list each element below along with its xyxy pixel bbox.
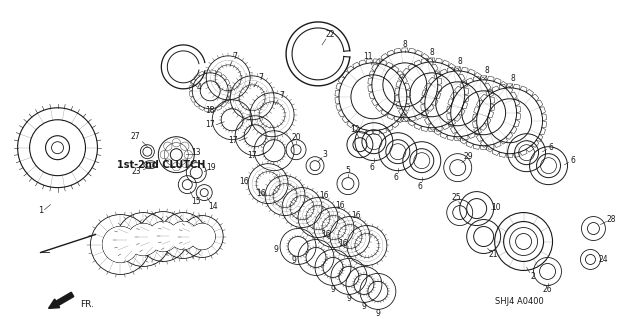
Text: 25: 25 — [452, 193, 461, 202]
Text: 6: 6 — [394, 173, 398, 182]
Text: 12: 12 — [350, 125, 360, 134]
Text: FR.: FR. — [81, 300, 94, 309]
Text: 6: 6 — [417, 182, 422, 191]
Text: 27: 27 — [131, 132, 140, 141]
Text: 16: 16 — [321, 230, 331, 239]
Circle shape — [170, 222, 197, 249]
Text: 4: 4 — [197, 83, 202, 92]
Text: 7: 7 — [233, 52, 237, 61]
Text: 17: 17 — [247, 151, 257, 160]
Text: 29: 29 — [464, 152, 474, 161]
Text: 23: 23 — [132, 167, 141, 176]
Text: 21: 21 — [489, 250, 499, 259]
Text: 8: 8 — [458, 57, 462, 66]
Text: 2: 2 — [530, 272, 535, 281]
Text: 16: 16 — [319, 191, 329, 200]
Circle shape — [148, 222, 179, 251]
FancyArrow shape — [49, 292, 74, 308]
Text: 13: 13 — [191, 148, 201, 157]
Text: 17: 17 — [228, 136, 238, 145]
Text: 16: 16 — [256, 189, 266, 198]
Text: 5: 5 — [346, 166, 350, 175]
Text: 9: 9 — [376, 309, 380, 318]
Text: 16: 16 — [239, 177, 249, 186]
Text: 18: 18 — [205, 106, 215, 115]
Text: 9: 9 — [292, 256, 296, 265]
Text: 16: 16 — [338, 239, 348, 248]
Text: 7: 7 — [259, 73, 264, 82]
Text: 1: 1 — [38, 206, 43, 215]
Circle shape — [102, 226, 138, 263]
Text: 10: 10 — [491, 203, 500, 212]
Text: 8: 8 — [510, 74, 515, 83]
Text: 6: 6 — [369, 163, 374, 172]
Text: 7: 7 — [280, 91, 285, 100]
Text: 19: 19 — [207, 163, 216, 172]
Text: 8: 8 — [403, 41, 407, 49]
Text: 11: 11 — [363, 52, 372, 61]
Text: 26: 26 — [543, 285, 552, 294]
Text: 14: 14 — [209, 202, 218, 211]
Text: 16: 16 — [335, 201, 345, 210]
Text: 9: 9 — [274, 245, 278, 254]
Text: 8: 8 — [484, 66, 489, 75]
Text: 1st-2nd CLUTCH: 1st-2nd CLUTCH — [117, 160, 206, 170]
Circle shape — [127, 224, 159, 256]
Text: 28: 28 — [607, 215, 616, 224]
Text: 3: 3 — [323, 150, 328, 159]
Text: 20: 20 — [291, 133, 301, 142]
Text: 16: 16 — [351, 211, 361, 220]
Text: 9: 9 — [362, 302, 366, 311]
Text: SHJ4 A0400: SHJ4 A0400 — [495, 297, 543, 306]
Text: 9: 9 — [346, 294, 351, 303]
Text: 15: 15 — [191, 197, 201, 206]
Text: 9: 9 — [330, 285, 335, 294]
Text: 8: 8 — [429, 48, 434, 57]
Text: 17: 17 — [205, 120, 215, 129]
Text: 22: 22 — [325, 30, 335, 40]
Text: 6: 6 — [548, 143, 553, 152]
Text: 24: 24 — [598, 255, 608, 264]
Text: 6: 6 — [570, 156, 575, 165]
Circle shape — [189, 224, 215, 249]
